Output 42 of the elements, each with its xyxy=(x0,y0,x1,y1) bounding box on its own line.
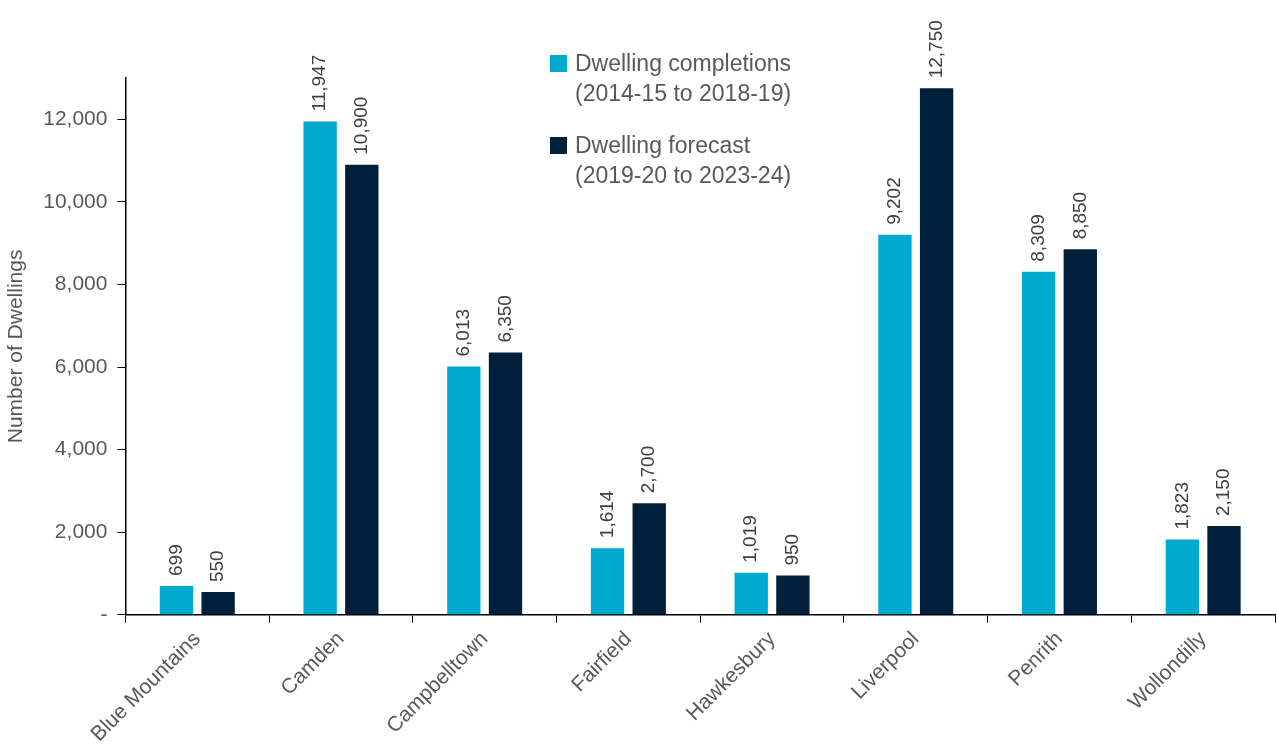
data-label: 1,614 xyxy=(595,490,617,539)
data-label: 10,900 xyxy=(350,96,372,155)
legend-label: Dwelling completions (2014-15 to 2018-19) xyxy=(575,49,793,108)
y-axis-title: Number of Dwellings xyxy=(3,249,27,444)
data-label: 11,947 xyxy=(308,54,330,112)
data-label: 550 xyxy=(206,550,228,583)
bar xyxy=(1165,539,1199,615)
bar xyxy=(632,503,666,615)
data-label: 950 xyxy=(781,533,803,566)
y-tick-label: 10,000 xyxy=(43,188,108,212)
data-label: 8,309 xyxy=(1026,214,1048,262)
y-tick-label: 8,000 xyxy=(54,271,108,295)
data-label: 2,150 xyxy=(1212,468,1234,517)
bar xyxy=(447,366,481,615)
bar xyxy=(159,585,194,615)
y-tick-label: 12,000 xyxy=(43,106,108,130)
data-label: 699 xyxy=(164,544,186,576)
bar xyxy=(303,121,337,615)
bar xyxy=(1021,271,1056,615)
data-label: 8,850 xyxy=(1068,191,1090,240)
data-label: 1,019 xyxy=(739,515,761,563)
bar xyxy=(488,352,523,615)
bar xyxy=(345,164,379,615)
bar xyxy=(776,575,810,615)
bar xyxy=(590,548,625,615)
data-label: 2,700 xyxy=(637,445,659,494)
data-label: 6,350 xyxy=(493,295,515,343)
y-tick-label: 6,000 xyxy=(54,353,108,377)
y-tick-label: 4,000 xyxy=(54,436,108,460)
data-label: 1,823 xyxy=(1170,482,1192,530)
data-label: 12,750 xyxy=(924,20,946,79)
bar xyxy=(1063,249,1097,615)
data-label: 6,013 xyxy=(452,308,474,357)
bar xyxy=(1207,526,1241,615)
y-tick-label: 2,000 xyxy=(54,519,108,543)
legend-label: Dwelling forecast (2019-20 to 2023-24) xyxy=(575,131,793,190)
bar xyxy=(878,234,912,615)
y-tick-label: - xyxy=(100,601,108,625)
bar xyxy=(201,592,235,615)
bar xyxy=(919,88,954,615)
bar xyxy=(734,572,768,615)
data-label: 9,202 xyxy=(883,177,905,225)
